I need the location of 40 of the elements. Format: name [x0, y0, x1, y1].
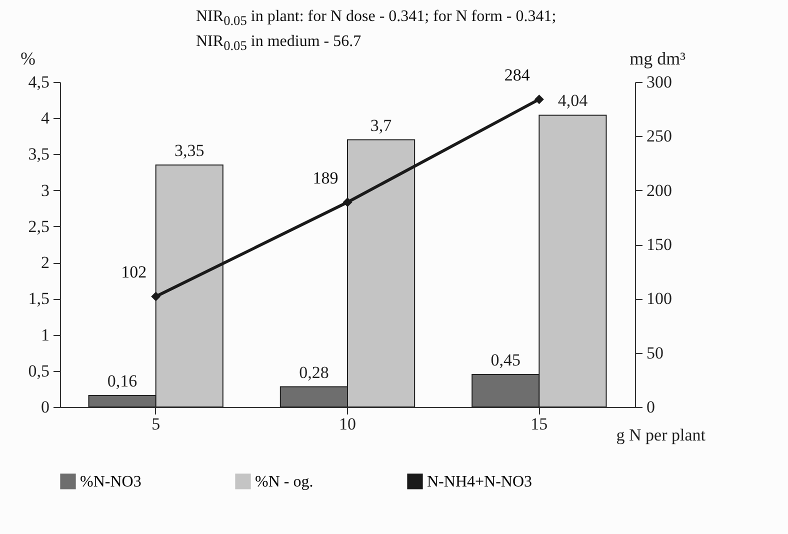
data-label: 3,35	[174, 141, 204, 160]
data-label: 189	[312, 168, 338, 188]
point	[342, 198, 352, 207]
data-label: 0,45	[490, 350, 520, 370]
data-label: 102	[121, 262, 147, 282]
data-label: 0,28	[299, 362, 329, 382]
x-tick-label: 15	[530, 414, 548, 434]
data-label: 284	[504, 65, 530, 84]
y-tick-label: 1	[41, 325, 50, 344]
y2-tick-label: 100	[646, 289, 672, 308]
y2-tick-label: 250	[646, 126, 672, 146]
y2-tick-label: 150	[646, 235, 672, 254]
y-tick-label: 1,5	[28, 289, 50, 308]
legend-label: %N-NO3	[80, 473, 142, 490]
x-axis-title: g N per plant	[616, 426, 706, 444]
y-tick-label: 4,5	[28, 72, 50, 92]
y-tick-label: 0,5	[28, 361, 50, 380]
data-label: 0,16	[107, 371, 138, 390]
y2-tick-label: 300	[646, 72, 672, 92]
y-tick-label: 3,5	[28, 144, 50, 164]
y-tick-label: 2,5	[28, 216, 50, 236]
y-tick-label: 0	[41, 398, 50, 416]
y2-axis-title: mg dm³	[630, 48, 686, 68]
y-tick-label: 4	[41, 108, 50, 128]
text: NIR$_{0.05}$ in plant: for N dose - 0.341; for N form - 0.341;	[196, 7, 556, 30]
y2-tick-label: 0	[646, 398, 655, 416]
data-label: 3,7	[370, 116, 392, 135]
y-tick-label: 3	[41, 180, 50, 200]
legend-label: %N - og.	[255, 473, 314, 490]
legend-label: N-NH4+N-NO3	[427, 473, 532, 490]
x-tick-label: 5	[152, 414, 160, 434]
y-tick-label: 2	[41, 253, 50, 272]
x-tick-label: 10	[339, 414, 356, 434]
point	[151, 292, 161, 302]
text: NIR$_{0.05}$ in medium - 56.7	[196, 32, 362, 56]
data-label: 4,04	[558, 91, 588, 110]
point	[534, 94, 544, 104]
y-axis-title: %	[20, 48, 36, 68]
y2-tick-label: 200	[646, 180, 672, 200]
y2-tick-label: 50	[646, 343, 664, 362]
